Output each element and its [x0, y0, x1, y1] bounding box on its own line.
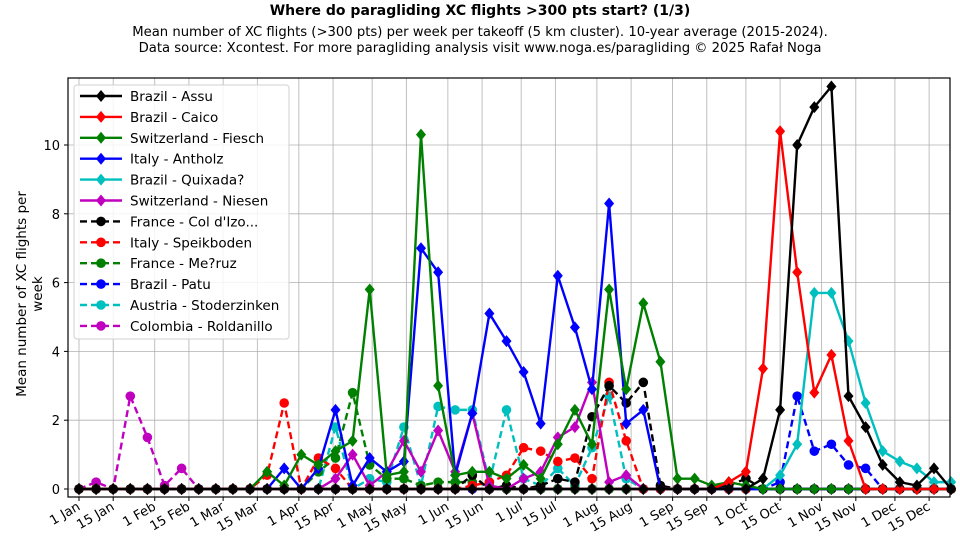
svg-text:8: 8: [52, 208, 60, 223]
svg-text:6: 6: [52, 277, 60, 292]
series-brazil-assu: [74, 80, 957, 495]
svg-text:15 Oct: 15 Oct: [739, 499, 784, 534]
chart-source-note: Data source: Xcontest. For more paraglid…: [138, 41, 822, 56]
svg-text:Brazil - Caico: Brazil - Caico: [130, 110, 218, 126]
legend: Brazil - Assu Brazil - Caico Switzerland -…: [73, 84, 290, 340]
svg-text:15 Apr: 15 Apr: [292, 499, 337, 534]
svg-text:France - Col d'Izo...: France - Col d'Izo...: [130, 214, 258, 230]
series-france-col-d-izo-: [74, 377, 956, 494]
legend-item: Brazil - Patu: [80, 277, 211, 293]
svg-text:4: 4: [52, 345, 60, 360]
svg-text:10: 10: [43, 139, 60, 154]
series-austria-stoderzinken: [74, 391, 956, 494]
svg-text:15 Jun: 15 Jun: [443, 499, 486, 532]
legend-item: Brazil - Caico: [80, 110, 218, 126]
legend-item: Brazil - Assu: [80, 89, 213, 105]
svg-text:Italy - Antholz: Italy - Antholz: [130, 152, 223, 168]
series-italy-speikboden: [74, 377, 956, 494]
svg-text:0: 0: [52, 483, 60, 498]
svg-text:15 Jul: 15 Jul: [520, 499, 559, 530]
svg-text:Brazil - Quixada?: Brazil - Quixada?: [130, 173, 244, 189]
svg-text:15 Jan: 15 Jan: [74, 499, 117, 532]
series-switzerland-niesen: [74, 376, 957, 495]
series-colombia-roldanillo: [74, 391, 956, 494]
legend-item: France - Me?ruz: [80, 256, 237, 272]
legend-item: France - Col d'Izo...: [80, 214, 258, 230]
legend-item: Switzerland - Niesen: [80, 194, 268, 210]
svg-text:15 Feb: 15 Feb: [148, 499, 193, 534]
chart-title: Where do paragliding XC flights >300 pts…: [269, 3, 691, 19]
legend-item: Switzerland - Fiesch: [80, 131, 264, 147]
svg-text:Switzerland - Fiesch: Switzerland - Fiesch: [130, 131, 264, 147]
svg-text:Italy - Speikboden: Italy - Speikboden: [130, 235, 252, 251]
legend-item: Colombia - Roldanillo: [80, 319, 273, 335]
y-axis-ticks: 0 2 4 6 8 10: [43, 139, 68, 498]
chart-subtitle: Mean number of XC flights (>300 pts) per…: [132, 25, 828, 40]
svg-text:Switzerland - Niesen: Switzerland - Niesen: [130, 194, 268, 210]
svg-text:Austria - Stoderzinken: Austria - Stoderzinken: [130, 298, 279, 314]
svg-text:Brazil - Assu: Brazil - Assu: [130, 89, 213, 105]
svg-text:Brazil - Patu: Brazil - Patu: [130, 277, 211, 293]
legend-item: Italy - Antholz: [80, 152, 223, 168]
svg-text:Colombia - Roldanillo: Colombia - Roldanillo: [130, 319, 273, 335]
plot-frame: [67, 77, 951, 498]
legend-item: Austria - Stoderzinken: [80, 298, 279, 314]
legend-item: Italy - Speikboden: [80, 235, 252, 251]
data-series: [74, 80, 957, 495]
series-brazil-patu: [74, 391, 956, 494]
svg-text:France - Me?ruz: France - Me?ruz: [130, 256, 237, 272]
svg-text:2: 2: [52, 414, 60, 429]
svg-text:1 Jul: 1 Jul: [493, 499, 525, 526]
legend-item: Brazil - Quixada?: [80, 173, 244, 189]
